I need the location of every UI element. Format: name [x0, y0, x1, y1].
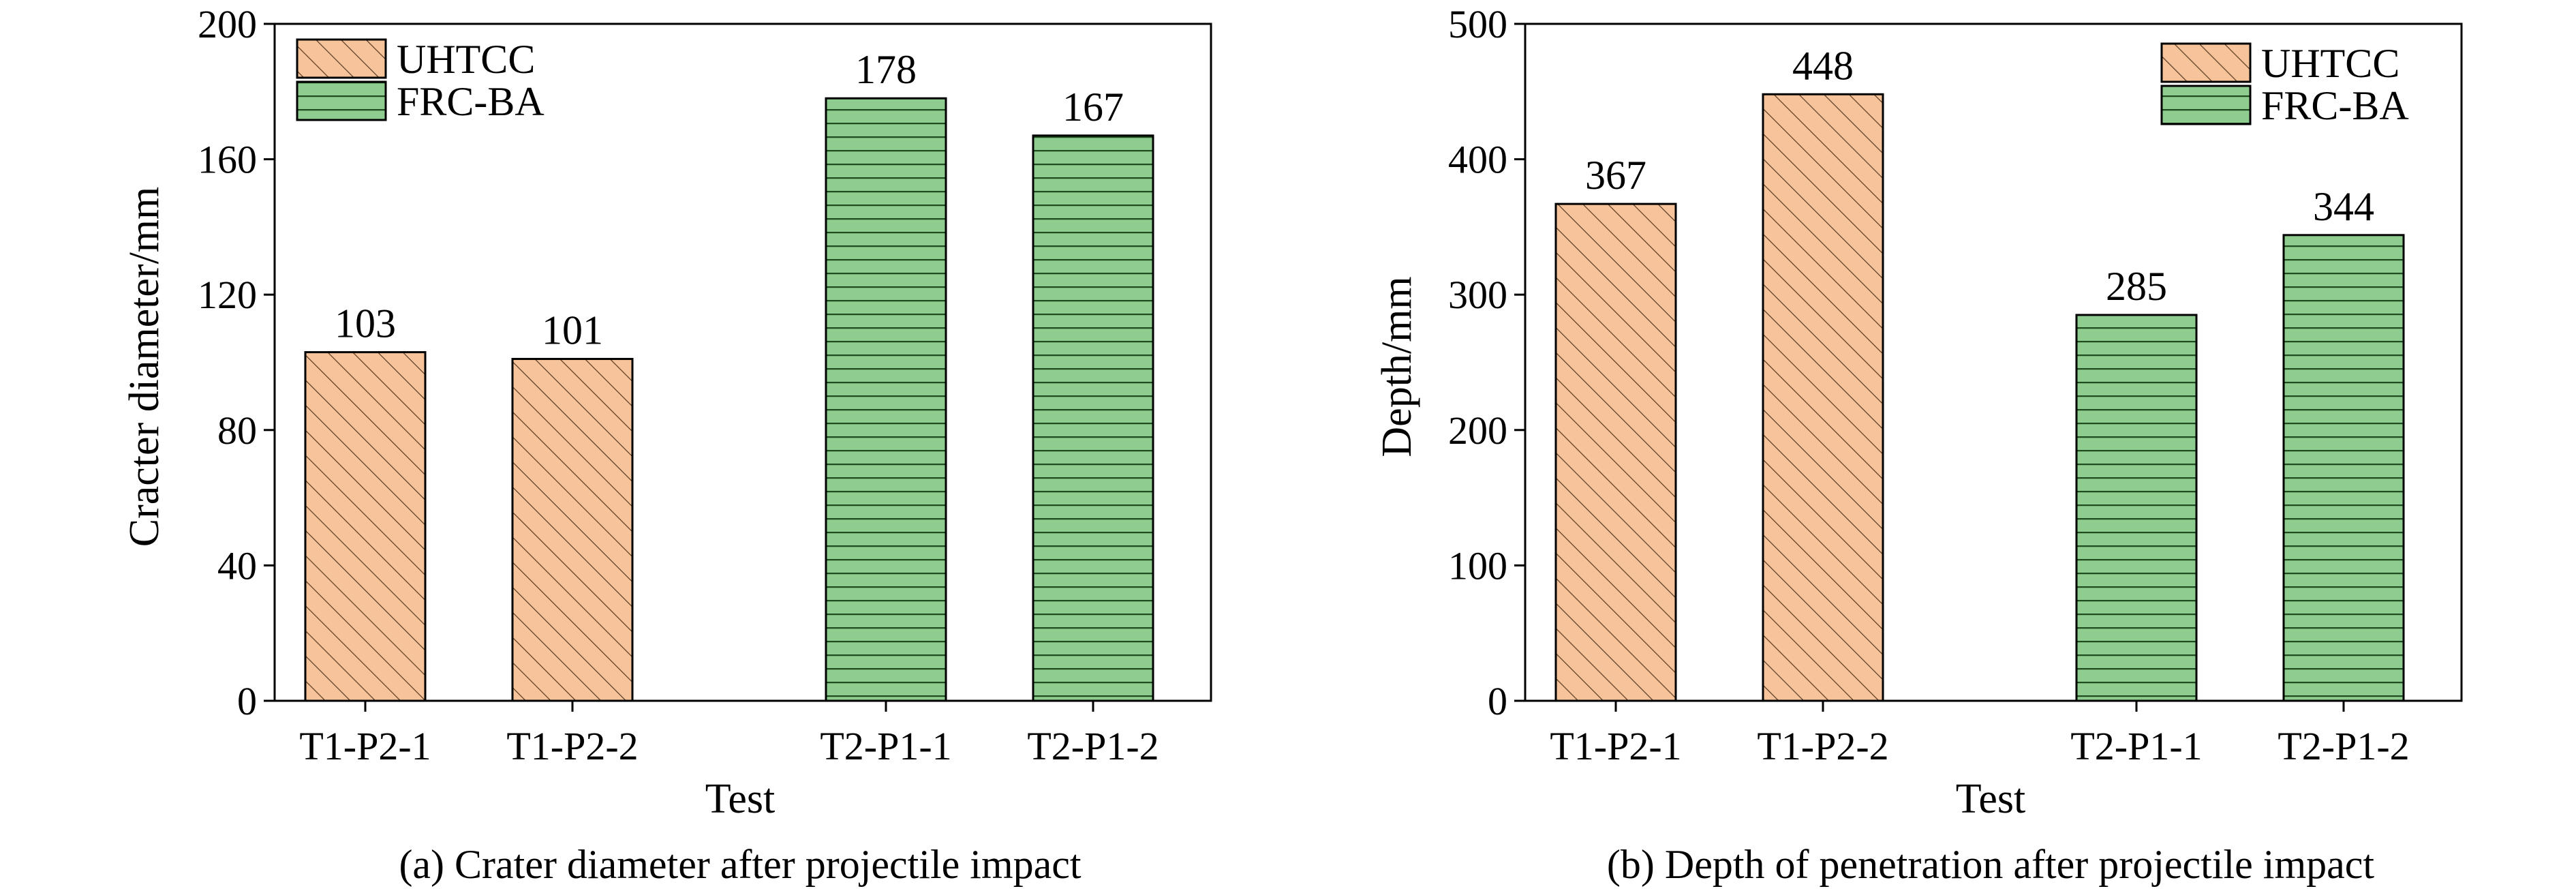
value-label-a-3: 178 [855, 47, 917, 92]
y-tick-label-b-3: 300 [1448, 273, 1507, 317]
value-label-b-3: 285 [2106, 264, 2167, 309]
chart-panel-a: 103 101 178 167 0 40 80 120 160 200 T1-P2-1 T1-P2-2… [121, 2, 1212, 887]
bar-uhtcc-a-2 [511, 358, 634, 702]
legend-a: UHTCC FRC-BA [296, 37, 545, 124]
legend-swatch-uhtcc-a [296, 38, 387, 79]
bar-frcba-b-3 [2075, 314, 2198, 702]
y-tick-label-a-1: 40 [217, 543, 257, 588]
x-tick-label-b-3: T2-P1-1 [2070, 724, 2202, 768]
legend-label-frcba-a: FRC-BA [397, 79, 545, 124]
bar-frcba-a-3 [825, 97, 947, 702]
caption-a: (a) Crater diameter after projectile imp… [399, 842, 1081, 887]
y-tick-label-b-4: 400 [1448, 138, 1507, 182]
legend-swatch-frcba-b [2160, 85, 2252, 125]
chart-panel-b: 367 448 285 344 0 100 200 300 400 500 T1-P2-1 T1-P2… [1374, 2, 2463, 887]
plot-area-a: 103 101 178 167 0 40 80 120 160 200 T1-P2-1 T1-P2-2… [198, 2, 1212, 768]
y-tick-label-a-0: 0 [237, 679, 257, 723]
bar-frcba-b-4 [2282, 234, 2405, 702]
y-tick-label-b-0: 0 [1488, 679, 1507, 723]
y-tick-label-a-5: 200 [198, 2, 257, 46]
x-axis-title-a: Test [705, 776, 775, 822]
y-axis-title-a: Cracter diameter/mm [121, 187, 168, 547]
value-label-a-2: 101 [542, 308, 603, 353]
bar-frcba-a-4 [1032, 134, 1154, 702]
bar-uhtcc-b-1 [1554, 202, 1677, 702]
x-tick-label-b-4: T2-P1-2 [2278, 724, 2409, 768]
bar-uhtcc-b-2 [1762, 93, 1884, 702]
legend-label-uhtcc-a: UHTCC [397, 37, 535, 82]
legend-b: UHTCC FRC-BA [2160, 41, 2409, 128]
caption-b: (b) Depth of penetration after projectil… [1607, 842, 2375, 887]
axes-frame-a [273, 22, 1212, 702]
legend-label-uhtcc-b: UHTCC [2261, 41, 2399, 86]
x-axis-title-b: Test [1956, 776, 2025, 822]
y-tick-label-a-3: 120 [198, 273, 257, 317]
plot-area-b: 367 448 285 344 0 100 200 300 400 500 T1-P2-1 T1-P2… [1448, 2, 2463, 768]
legend-label-frcba-b: FRC-BA [2261, 83, 2409, 128]
y-tick-label-a-2: 80 [217, 408, 257, 453]
x-tick-label-b-1: T1-P2-1 [1550, 724, 1681, 768]
y-tick-label-a-4: 160 [198, 138, 257, 182]
value-label-a-4: 167 [1062, 85, 1124, 130]
value-label-b-1: 367 [1585, 153, 1646, 198]
x-tick-label-a-3: T2-P1-1 [820, 724, 951, 768]
value-label-a-1: 103 [335, 301, 396, 346]
y-tick-label-b-1: 100 [1448, 543, 1507, 588]
x-tick-label-b-2: T1-P2-2 [1757, 724, 1888, 768]
value-label-b-2: 448 [1792, 43, 1854, 88]
x-tick-label-a-4: T2-P1-2 [1027, 724, 1159, 768]
y-tick-label-b-5: 500 [1448, 2, 1507, 46]
x-tick-label-a-1: T1-P2-1 [299, 724, 431, 768]
bar-uhtcc-a-1 [304, 351, 427, 702]
y-axis-title-b: Depth/mm [1374, 276, 1420, 457]
legend-swatch-uhtcc-b [2160, 42, 2252, 83]
legend-swatch-frcba-a [296, 80, 387, 121]
y-tick-label-b-2: 200 [1448, 408, 1507, 453]
x-tick-label-a-2: T1-P2-2 [506, 724, 638, 768]
value-label-b-4: 344 [2313, 184, 2374, 229]
axes-frame-b [1524, 22, 2463, 702]
